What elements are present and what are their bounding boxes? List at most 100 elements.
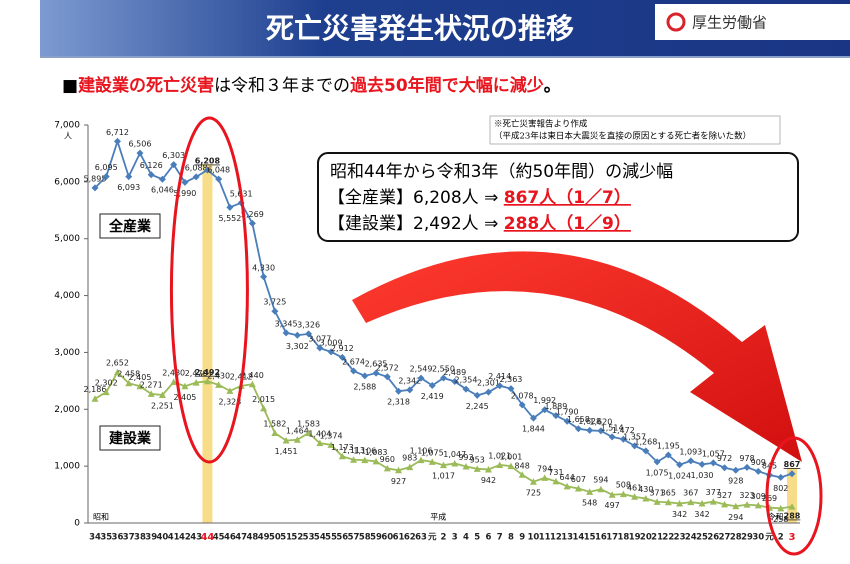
data-label: 2,354: [455, 376, 478, 385]
data-label: 1,075: [646, 468, 669, 477]
data-label: 2,549: [410, 365, 433, 374]
marker: [260, 273, 268, 281]
data-label: 2,078: [511, 391, 534, 400]
marker: [653, 498, 661, 505]
marker: [698, 460, 706, 468]
callout-highlight: 867人（1／7）: [504, 187, 631, 208]
data-label: 928: [728, 477, 743, 486]
x-tick-label: 6: [486, 533, 492, 543]
data-label: 3,077: [308, 335, 331, 344]
data-label: 6,126: [140, 161, 163, 170]
marker: [338, 452, 346, 460]
data-label: 1,030: [691, 471, 714, 480]
marker: [473, 391, 481, 399]
callout-text: 【全産業】6,208人 ⇒: [328, 188, 504, 208]
x-tick-label: 52: [291, 533, 303, 543]
data-label: 3,302: [286, 342, 309, 351]
data-label: 6,712: [106, 128, 129, 137]
marker: [597, 427, 605, 435]
x-tick-label: 28: [730, 533, 742, 543]
marker: [642, 495, 650, 502]
marker: [473, 465, 481, 472]
x-tick-label: 39: [145, 533, 157, 543]
x-tick-label: 12: [550, 533, 562, 543]
data-label: 731: [548, 468, 563, 477]
marker: [203, 166, 211, 174]
series-label: 建設業: [109, 430, 152, 447]
data-label: 2,251: [151, 402, 174, 411]
marker: [316, 439, 324, 447]
subtitle-part: 過去50年間で大幅に減少: [350, 75, 544, 96]
x-tick-label: 43: [190, 533, 202, 543]
marker: [383, 464, 391, 472]
marker: [158, 175, 166, 183]
data-label: 3,345: [275, 319, 298, 328]
x-tick-label: 30: [752, 533, 764, 543]
marker: [226, 203, 234, 211]
marker: [372, 369, 380, 377]
marker: [271, 307, 279, 315]
marker: [541, 474, 549, 481]
data-label: 6,095: [95, 163, 118, 172]
x-tick-label: 45: [213, 533, 225, 543]
data-label: 993: [458, 453, 473, 462]
marker: [754, 501, 762, 509]
data-label: 6,093: [117, 183, 140, 192]
era-label: 令和: [768, 512, 784, 522]
marker: [698, 500, 706, 507]
data-label: 2,318: [387, 398, 410, 407]
data-label: 2,440: [241, 371, 264, 380]
data-label: 2,458: [117, 370, 140, 379]
marker: [293, 436, 301, 443]
x-tick-label: 57: [348, 533, 360, 543]
x-tick-label: 46: [224, 533, 236, 543]
marker: [462, 463, 470, 470]
marker: [248, 219, 256, 227]
logo-mark: [666, 12, 686, 32]
marker: [428, 381, 436, 389]
marker: [608, 433, 616, 441]
data-label: 497: [604, 501, 619, 510]
marker: [743, 463, 751, 471]
marker: [676, 461, 684, 469]
data-label: 6,046: [151, 186, 174, 195]
x-tick-label: 11: [539, 533, 551, 543]
subtitle-part: ■: [62, 76, 78, 96]
x-tick-label: 18: [617, 533, 629, 543]
marker: [642, 447, 650, 455]
x-tick-label: 63: [415, 533, 427, 543]
x-tick-label: 21: [651, 533, 663, 543]
marker: [192, 173, 200, 181]
marker: [91, 184, 99, 192]
callout-box: [317, 152, 799, 242]
x-tick-label: 3: [789, 532, 796, 543]
y-tick-label: 2,000: [54, 405, 80, 415]
marker: [113, 368, 121, 376]
logo-box: [655, 4, 850, 40]
x-tick-label: 51: [280, 533, 292, 543]
x-tick-label: 17: [606, 533, 618, 543]
note: ※死亡災害報告より作成: [494, 119, 588, 130]
note-box: [489, 115, 781, 145]
marker: [395, 466, 403, 474]
data-label: 367: [683, 489, 698, 498]
data-label: 1,057: [702, 449, 725, 458]
x-tick-label: 56: [336, 533, 348, 543]
data-label: 1,790: [556, 408, 579, 417]
data-label: 371: [649, 488, 664, 497]
data-label: 6,088: [185, 163, 208, 172]
marker: [136, 149, 144, 157]
data-label: 365: [661, 489, 676, 498]
data-label: 644: [560, 473, 575, 482]
data-label: 794: [537, 464, 552, 473]
y-tick-label: 1,000: [54, 462, 80, 472]
x-tick-label: 19: [629, 533, 641, 543]
marker: [451, 377, 459, 385]
emphasis-ring: [765, 436, 823, 556]
data-label: 3,326: [297, 320, 320, 329]
marker: [293, 331, 301, 339]
data-label: 1,374: [320, 431, 343, 440]
x-tick-label: 62: [404, 533, 416, 543]
data-label: 848: [515, 461, 530, 470]
